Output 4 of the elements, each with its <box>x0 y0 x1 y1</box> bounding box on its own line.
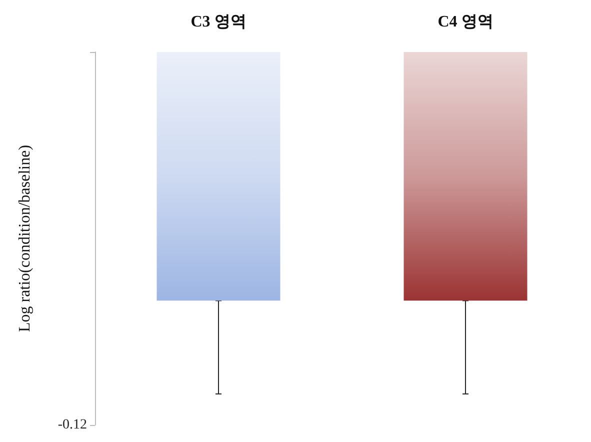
x-tick-label: C4 영역 <box>438 14 494 30</box>
y-axis-title: Log ratio(condition/baseline) <box>16 144 34 332</box>
x-tick-label: C3 영역 <box>190 14 246 30</box>
y-tick-label: -0.12 <box>58 418 87 432</box>
